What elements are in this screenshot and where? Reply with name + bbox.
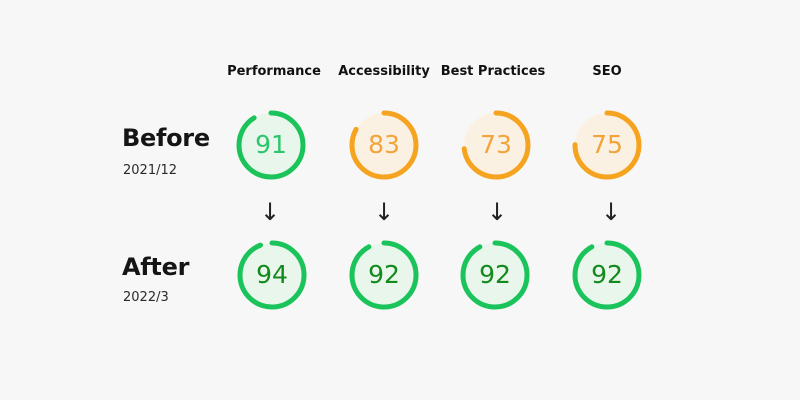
after-performance-score: 94 xyxy=(256,260,288,289)
before-best-practices-score: 73 xyxy=(480,130,512,159)
down-arrow-icon: ↓ xyxy=(373,198,395,226)
after-seo-score: 92 xyxy=(591,260,623,289)
before-best-practices-gauge: 73 xyxy=(458,107,534,183)
after-title: After xyxy=(122,253,190,281)
after-accessibility-gauge: 92 xyxy=(346,237,422,313)
before-accessibility-gauge: 83 xyxy=(346,107,422,183)
before-title: Before xyxy=(122,124,210,152)
after-date: 2022/3 xyxy=(123,290,169,305)
after-accessibility-score: 92 xyxy=(368,260,400,289)
before-performance-gauge: 91 xyxy=(233,107,309,183)
down-arrow-icon: ↓ xyxy=(600,198,622,226)
before-seo-gauge: 75 xyxy=(569,107,645,183)
before-accessibility-score: 83 xyxy=(368,130,400,159)
column-header-seo: SEO xyxy=(592,64,622,79)
after-seo-gauge: 92 xyxy=(569,237,645,313)
after-best-practices-gauge: 92 xyxy=(457,237,533,313)
before-performance-score: 91 xyxy=(255,130,287,159)
down-arrow-icon: ↓ xyxy=(486,198,508,226)
before-date: 2021/12 xyxy=(123,163,178,178)
after-performance-gauge: 94 xyxy=(234,237,310,313)
column-header-best-practices: Best Practices xyxy=(440,64,546,79)
column-header-accessibility: Accessibility xyxy=(338,64,430,79)
before-seo-score: 75 xyxy=(591,130,623,159)
after-best-practices-score: 92 xyxy=(479,260,511,289)
column-header-performance: Performance xyxy=(227,64,321,79)
down-arrow-icon: ↓ xyxy=(259,198,281,226)
